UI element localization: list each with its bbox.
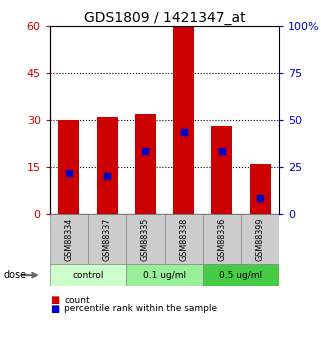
Bar xyxy=(250,164,271,214)
Bar xyxy=(211,126,232,214)
Bar xyxy=(88,214,126,264)
Bar xyxy=(97,117,118,214)
Text: count: count xyxy=(64,296,90,305)
Bar xyxy=(126,264,203,286)
Bar xyxy=(58,120,79,214)
Text: control: control xyxy=(72,270,104,280)
Bar xyxy=(203,264,279,286)
Bar xyxy=(135,114,156,214)
Text: GSM88336: GSM88336 xyxy=(217,217,226,260)
Text: ■: ■ xyxy=(50,304,59,314)
Bar xyxy=(50,214,88,264)
Bar xyxy=(50,264,126,286)
Text: GSM88338: GSM88338 xyxy=(179,217,188,260)
Bar xyxy=(164,214,203,264)
Bar xyxy=(173,26,194,214)
Text: GSM88334: GSM88334 xyxy=(65,217,74,260)
Text: percentile rank within the sample: percentile rank within the sample xyxy=(64,304,217,313)
Bar xyxy=(241,214,279,264)
Text: 0.1 ug/ml: 0.1 ug/ml xyxy=(143,270,186,280)
Title: GDS1809 / 1421347_at: GDS1809 / 1421347_at xyxy=(84,11,245,25)
Text: ■: ■ xyxy=(50,295,59,305)
Text: 0.5 ug/ml: 0.5 ug/ml xyxy=(220,270,263,280)
Bar xyxy=(126,214,164,264)
Bar xyxy=(203,214,241,264)
Text: GSM88399: GSM88399 xyxy=(256,217,265,261)
Text: GSM88337: GSM88337 xyxy=(103,217,112,260)
Text: GSM88335: GSM88335 xyxy=(141,217,150,260)
Text: dose: dose xyxy=(3,270,26,280)
